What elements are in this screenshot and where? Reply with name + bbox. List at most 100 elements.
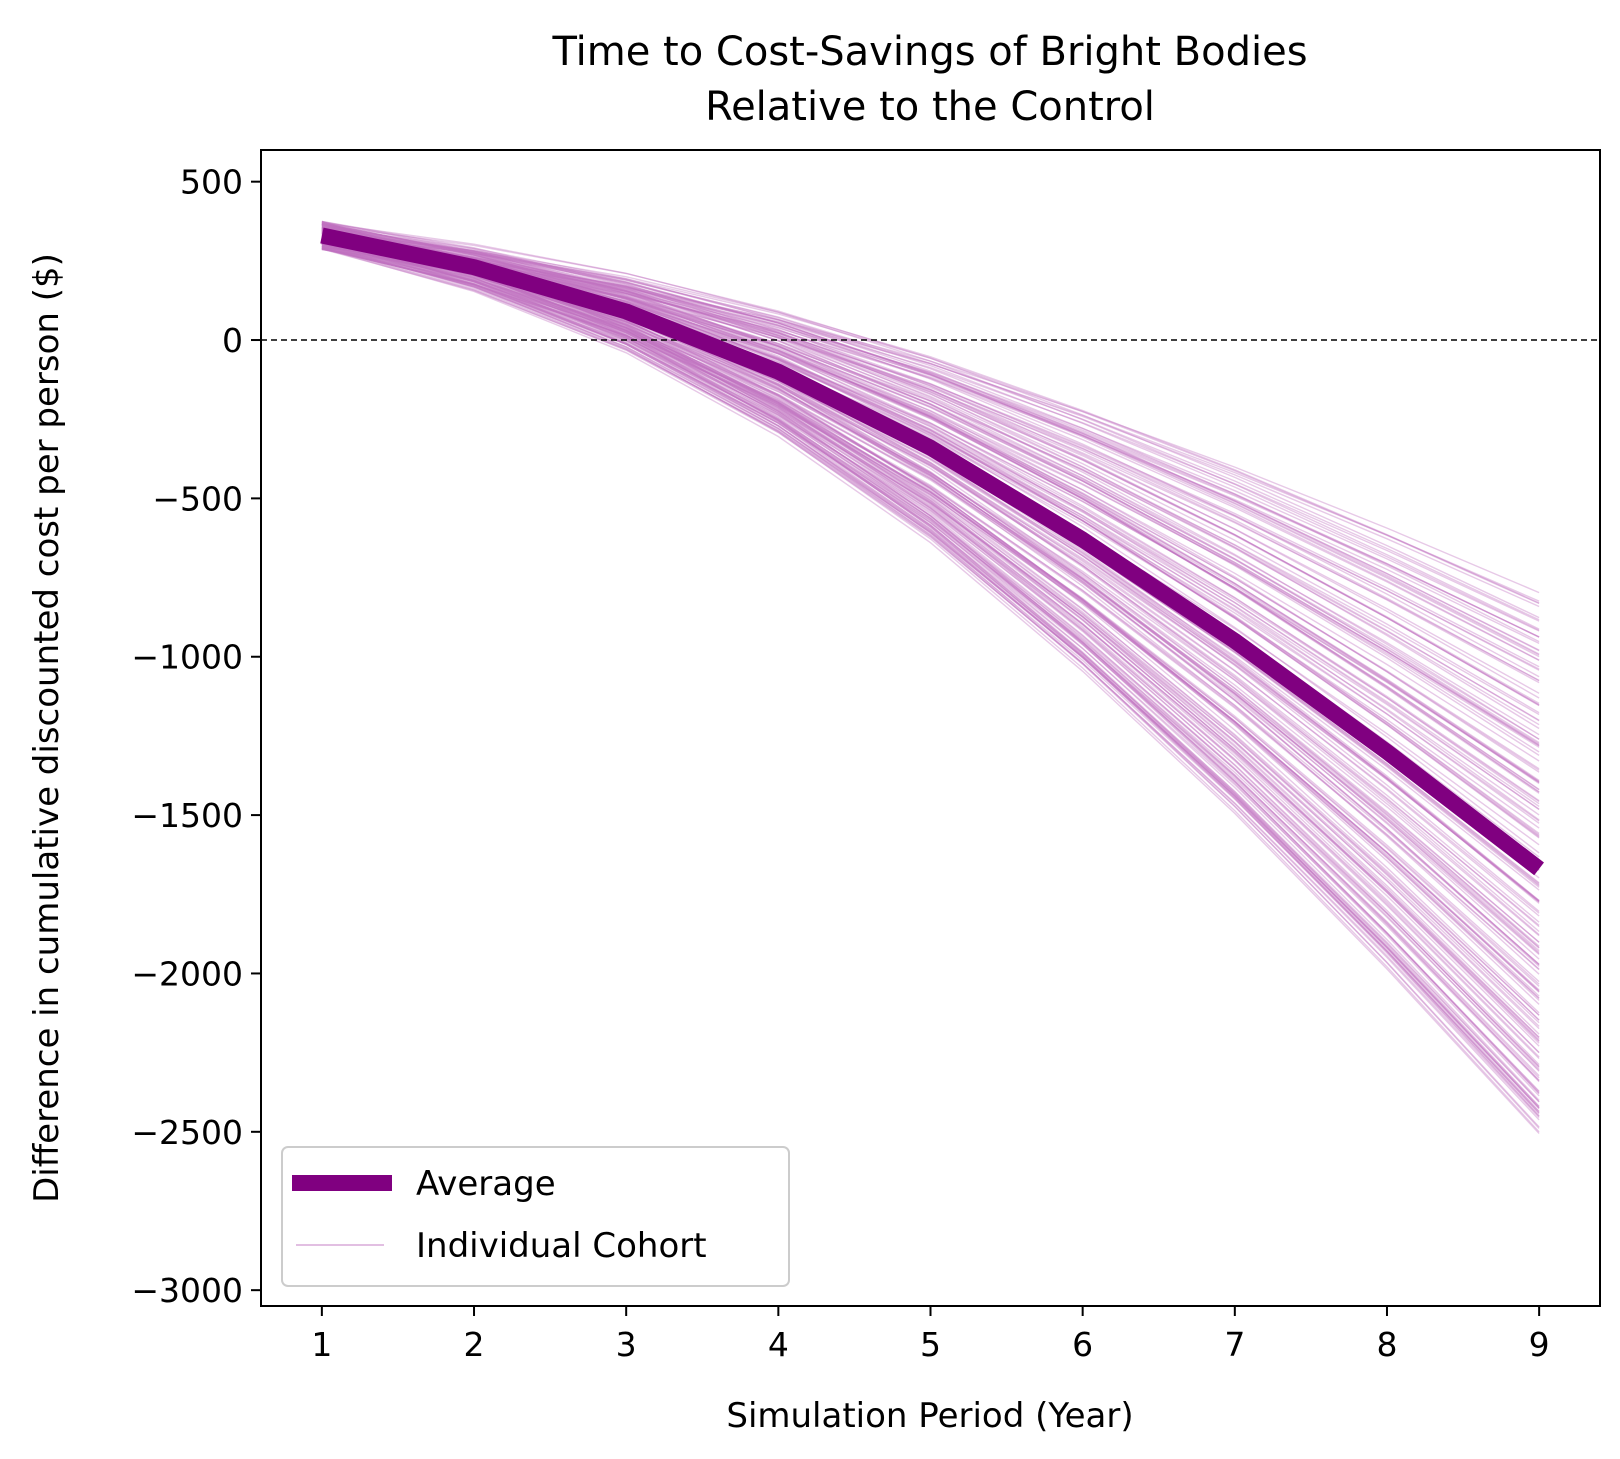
plot-area xyxy=(260,149,1601,1307)
cohort-line xyxy=(321,226,1540,699)
cohort-line xyxy=(321,225,1540,753)
cohort-line xyxy=(321,234,1540,1016)
cohort-line xyxy=(321,228,1540,805)
cohort-line xyxy=(321,221,1540,740)
cohort-line xyxy=(321,247,1540,983)
cohort-line xyxy=(321,241,1540,1092)
cohort-line xyxy=(321,223,1540,746)
cohort-line xyxy=(321,233,1540,726)
cohort-line xyxy=(321,248,1540,965)
cohort-line xyxy=(321,228,1540,1101)
y-tick-label: 0 xyxy=(222,321,243,360)
cohort-line xyxy=(321,246,1540,1038)
cohort-line xyxy=(321,229,1540,658)
legend-average-label: Average xyxy=(416,1164,556,1204)
cohort-line xyxy=(321,226,1540,678)
cohort-line xyxy=(321,245,1540,1071)
cohort-line xyxy=(321,226,1540,773)
cohort-line xyxy=(321,243,1540,1068)
cohort-line xyxy=(321,245,1540,1077)
cohort-line xyxy=(321,242,1540,956)
y-tick-label: −2500 xyxy=(131,1113,243,1152)
cohort-line xyxy=(321,237,1540,1128)
cohort-line xyxy=(321,243,1540,1109)
legend: Average Individual Cohort xyxy=(281,1146,790,1287)
cohort-line xyxy=(321,222,1540,794)
cohort-line xyxy=(321,232,1540,1040)
y-tick-label: −3000 xyxy=(131,1271,243,1310)
cohort-line xyxy=(321,239,1540,1081)
cohort-line xyxy=(321,247,1540,902)
cohort-line xyxy=(321,240,1540,993)
cohort-line xyxy=(321,229,1540,1066)
x-tick-label: 6 xyxy=(1072,1325,1093,1364)
cohort-line xyxy=(321,226,1540,838)
cohort-line xyxy=(321,230,1540,1107)
cohort-line xyxy=(321,242,1540,608)
cohort-line xyxy=(321,227,1540,1117)
cohort-line xyxy=(321,240,1540,638)
cohort-line xyxy=(321,233,1540,744)
cohort-line xyxy=(321,232,1540,1117)
cohort-line xyxy=(321,227,1540,791)
cohort-line xyxy=(321,221,1540,836)
cohort-line xyxy=(321,238,1540,1027)
chart-title: Time to Cost-Savings of Bright Bodies xyxy=(551,29,1307,75)
cohort-line xyxy=(321,247,1540,926)
y-tick-label: −1000 xyxy=(131,638,243,677)
cohort-line xyxy=(321,246,1540,1113)
cohort-line xyxy=(321,231,1540,604)
cohort-line xyxy=(321,220,1540,730)
cohort-line xyxy=(321,236,1540,999)
cohort-line xyxy=(321,243,1540,1108)
cohort-line xyxy=(321,223,1540,785)
x-axis: 1 2 3 4 5 6 7 8 9 xyxy=(311,1306,1550,1364)
cohort-line xyxy=(321,235,1540,1021)
cohort-line xyxy=(321,243,1540,632)
cohort-line xyxy=(321,243,1540,987)
x-axis-label: Simulation Period (Year) xyxy=(726,1396,1133,1436)
cohort-line xyxy=(321,246,1540,1118)
cohort-line xyxy=(321,242,1540,970)
cohort-line xyxy=(321,231,1540,1072)
cohort-line xyxy=(321,232,1540,714)
cohort-line xyxy=(321,231,1540,1109)
cohort-line xyxy=(321,231,1540,1129)
cohort-line xyxy=(321,231,1540,782)
x-tick-label: 7 xyxy=(1224,1325,1245,1364)
x-tick-label: 3 xyxy=(616,1325,637,1364)
cohort-line xyxy=(321,241,1540,671)
cohort-line xyxy=(321,230,1540,631)
cohort-line xyxy=(321,220,1540,793)
cohort-line xyxy=(321,243,1540,903)
cohort-line xyxy=(321,232,1540,682)
cohort-line xyxy=(321,225,1540,793)
cohort-line xyxy=(321,241,1540,1103)
cohort-line xyxy=(321,247,1540,992)
y-axis-label: Difference in cumulative discounted cost… xyxy=(27,253,67,1203)
cohort-line xyxy=(321,229,1540,790)
cohort-line xyxy=(321,227,1540,707)
cohort-line xyxy=(321,240,1540,1054)
cohort-line xyxy=(321,225,1540,655)
cohort-line xyxy=(321,235,1540,662)
cohort-line xyxy=(321,229,1540,643)
cohort-line xyxy=(321,248,1540,1103)
cohort-line xyxy=(321,247,1540,1134)
cohort-line xyxy=(321,231,1540,781)
cohort-line xyxy=(321,221,1540,854)
cohort-line xyxy=(321,243,1540,949)
cohort-line xyxy=(321,228,1540,661)
cohort-line xyxy=(321,242,1540,1024)
cohort-line xyxy=(321,243,1540,1083)
cohort-line xyxy=(321,248,1540,943)
cohort-line xyxy=(321,227,1540,1112)
cohort-line xyxy=(321,224,1540,756)
cohort-line xyxy=(321,240,1540,1133)
cohort-line xyxy=(321,239,1540,947)
cohort-line xyxy=(321,242,1540,993)
cohort-line xyxy=(321,223,1540,839)
cohort-line xyxy=(321,240,1540,937)
cohort-line xyxy=(321,236,1540,651)
